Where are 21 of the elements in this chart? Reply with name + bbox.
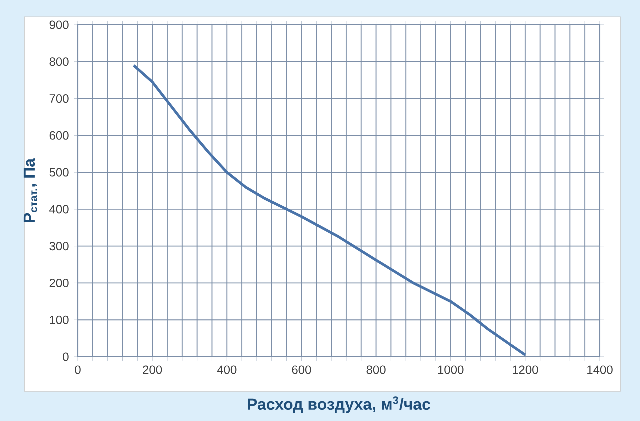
y-tick-label: 700 — [50, 94, 69, 104]
y-tick-label: 300 — [50, 242, 69, 251]
y-tick-label: 0 — [63, 352, 69, 362]
x-tick-label: 800 — [366, 366, 386, 374]
x-tick-label: 1200 — [512, 366, 538, 374]
y-tick-label: 500 — [50, 168, 69, 177]
y-tick-label: 400 — [50, 205, 69, 214]
y-tick-label: 900 — [50, 20, 69, 30]
y-tick-label: 100 — [50, 316, 69, 324]
x-tick-label: 1000 — [438, 366, 464, 374]
y-tick-label: 600 — [50, 131, 69, 140]
line-series — [132, 64, 527, 356]
x-tick-label: 0 — [75, 366, 81, 374]
x-tick-label: 1400 — [588, 366, 613, 374]
y-tick-label: 800 — [50, 58, 69, 66]
x-tick-label: 600 — [292, 366, 312, 374]
x-tick-label: 400 — [217, 366, 237, 374]
y-axis-title: P$_{стат.}$, Па — [24, 158, 38, 222]
y-tick-label: 200 — [50, 278, 69, 288]
x-tick-label: 200 — [143, 366, 162, 374]
x-axis-title: Расход воздуха, м$^{3}$/час — [248, 396, 431, 414]
